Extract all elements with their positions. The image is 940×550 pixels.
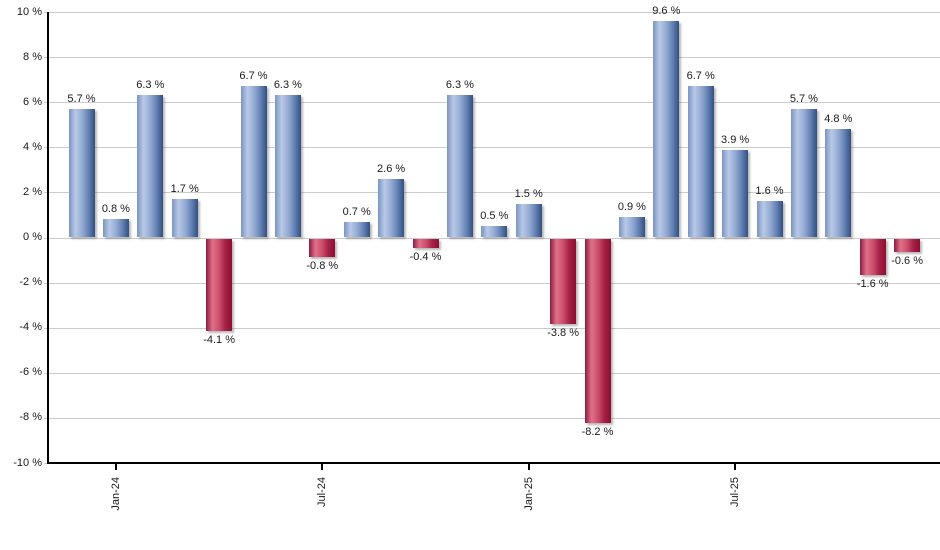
bar-value-label: -8.2 % — [581, 426, 614, 439]
bar-Sep-24 — [378, 178, 405, 238]
bar-value-label: -0.4 % — [409, 250, 442, 263]
y-axis-tick-label: -8 % — [19, 411, 42, 424]
y-grid-line — [44, 57, 940, 59]
y-grid-line — [44, 12, 940, 13]
bar-Nov-24 — [446, 95, 473, 238]
y-axis-tick-label: -6 % — [19, 366, 42, 379]
y-grid-line — [44, 327, 940, 329]
x-axis-tick — [734, 463, 737, 470]
bar-Mar-24 — [171, 199, 198, 238]
y-grid-line — [44, 192, 940, 194]
x-axis-tick-label: Jan-25 — [522, 477, 535, 511]
bar-value-label: 6.3 % — [136, 79, 165, 92]
bar-Aug-25 — [756, 201, 783, 238]
y-axis-tick-label: 6 % — [23, 95, 42, 108]
y-axis-line — [47, 12, 49, 464]
bar-Sep-25 — [790, 108, 817, 238]
bar-value-label: -0.6 % — [891, 255, 923, 268]
bar-value-label: 1.5 % — [514, 187, 543, 200]
bar-value-label: 5.7 % — [789, 92, 818, 105]
y-grid-line — [44, 282, 940, 284]
bar-Dec-24 — [481, 226, 508, 238]
bar-Dec-25 — [894, 238, 921, 253]
x-axis-line — [47, 462, 940, 464]
bar-value-label: 6.7 % — [686, 70, 715, 83]
x-axis-tick-label: Jan-24 — [109, 477, 122, 511]
bar-value-label: 6.3 % — [445, 79, 474, 92]
bar-Jan-24 — [102, 219, 129, 238]
y-axis-tick-label: 4 % — [23, 140, 42, 153]
bar-Apr-25 — [618, 217, 645, 238]
y-axis-tick-label: -2 % — [19, 276, 42, 289]
y-grid-line — [44, 372, 940, 374]
bar-Jun-24 — [274, 95, 301, 238]
bar-value-label: -4.1 % — [203, 333, 235, 346]
bar-Apr-24 — [206, 238, 233, 331]
x-axis-tick — [527, 463, 530, 470]
bar-value-label: 2.6 % — [377, 162, 406, 175]
bar-Oct-24 — [412, 238, 439, 248]
bar-Aug-24 — [343, 221, 370, 238]
bar-value-label: 0.8 % — [101, 203, 130, 216]
bar-value-label: 4.8 % — [824, 113, 853, 126]
bar-Mar-25 — [584, 238, 611, 424]
bar-Jul-24 — [309, 238, 336, 257]
y-axis-tick-label: 10 % — [16, 5, 42, 18]
bar-value-label: 3.9 % — [721, 133, 750, 146]
bar-value-label: 6.3 % — [273, 79, 302, 92]
y-grid-line — [44, 102, 940, 104]
bar-value-label: 1.6 % — [755, 185, 784, 198]
bar-value-label: 0.7 % — [342, 205, 371, 218]
y-axis-tick-label: 0 % — [23, 231, 42, 243]
bar-value-label: 0.9 % — [617, 201, 646, 214]
bar-May-25 — [653, 21, 680, 238]
y-grid-line — [44, 237, 940, 239]
y-grid-line — [44, 417, 940, 419]
bar-Feb-25 — [550, 238, 577, 325]
bar-value-label: 5.7 % — [67, 92, 96, 105]
bar-value-label: 1.7 % — [170, 183, 199, 196]
bar-Jul-25 — [722, 149, 749, 238]
x-axis-tick-label: Jul-25 — [729, 477, 742, 507]
y-axis-tick-label: 8 % — [23, 50, 42, 63]
bar-Feb-24 — [137, 95, 164, 238]
bar-Jun-25 — [687, 86, 714, 238]
bar-Nov-25 — [859, 238, 886, 275]
bar-May-24 — [240, 86, 267, 238]
y-axis-tick-label: -10 % — [13, 456, 42, 469]
y-axis-tick-label: -4 % — [19, 321, 42, 334]
bar-value-label: -1.6 % — [856, 277, 889, 290]
y-axis-tick-label: 2 % — [23, 185, 42, 198]
bar-value-label: 6.7 % — [239, 70, 268, 83]
bar-value-label: 0.5 % — [480, 210, 509, 223]
x-axis-tick — [114, 463, 117, 470]
bar-value-label: 9.6 % — [652, 5, 681, 18]
y-grid-line — [44, 147, 940, 149]
bar-Oct-25 — [825, 129, 852, 238]
bar-value-label: -0.8 % — [306, 259, 339, 272]
bar-Dec-23 — [68, 108, 95, 238]
bar-Jan-25 — [515, 203, 542, 238]
bar-value-label: -3.8 % — [547, 327, 579, 340]
x-axis-tick-label: Jul-24 — [316, 477, 329, 507]
x-axis-tick — [321, 463, 324, 470]
